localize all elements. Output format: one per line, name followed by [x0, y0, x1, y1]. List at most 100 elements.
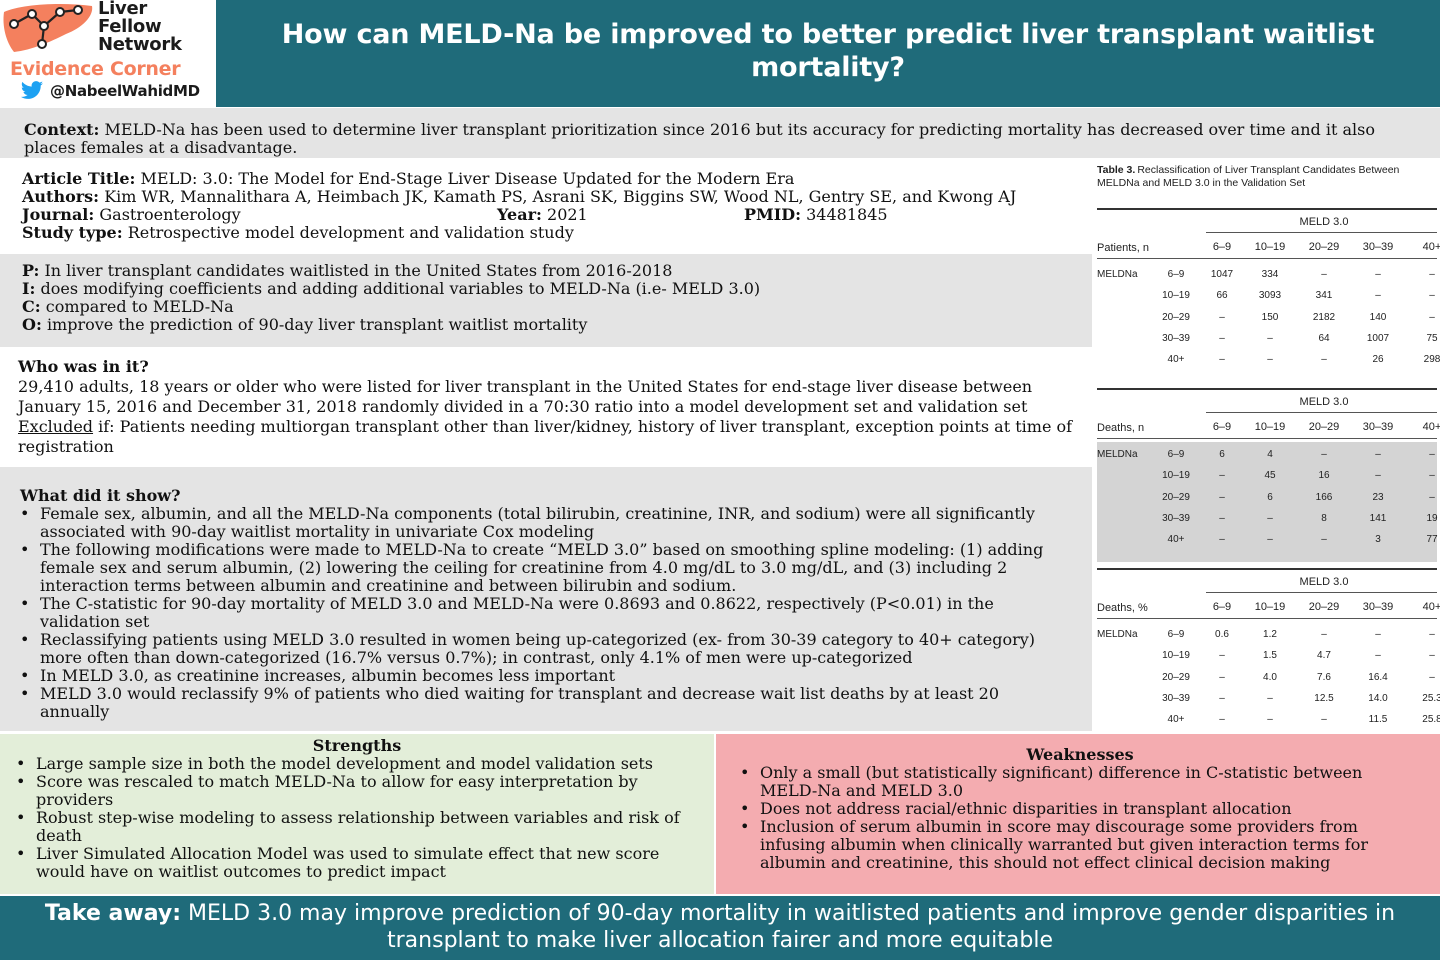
- table-caption-label: Table 3.: [1097, 164, 1136, 176]
- row-header: 20–29: [1162, 311, 1190, 323]
- row-header: 30–39: [1162, 692, 1190, 704]
- pico-section: P: In liver transplant candidates waitli…: [0, 254, 1092, 347]
- col-header: 10–19: [1254, 421, 1286, 433]
- weaknesses-list: Only a small (but statistically signific…: [740, 764, 1420, 872]
- table-cell: –: [1321, 714, 1327, 726]
- table-rule: [1097, 208, 1437, 210]
- table-cell: –: [1375, 470, 1381, 482]
- results-list: Female sex, albumin, and all the MELD-Na…: [20, 505, 1072, 721]
- table-cell: –: [1375, 650, 1381, 662]
- study-type-label: Study type:: [22, 223, 123, 242]
- table-cell: –: [1321, 629, 1327, 640]
- table-cell: –: [1429, 311, 1435, 323]
- table-cell: –: [1429, 491, 1435, 503]
- results-item: In MELD 3.0, as creatinine increases, al…: [20, 667, 1072, 686]
- table-cell: –: [1429, 290, 1435, 302]
- table-cell: –: [1219, 470, 1225, 482]
- table-cell: –: [1267, 332, 1273, 344]
- table-cell: 6: [1267, 491, 1273, 503]
- population-heading: Who was in it?: [18, 357, 149, 376]
- context-section: Context: MELD-Na has been used to determ…: [0, 108, 1440, 158]
- study-type-row: Study type: Retrospective model developm…: [22, 224, 1070, 242]
- table-rule: [1097, 258, 1437, 259]
- table-cell: –: [1219, 512, 1225, 524]
- row-header: 40+: [1167, 534, 1185, 546]
- table-cell: 14.0: [1368, 692, 1388, 704]
- pico-i: I: does modifying coefficients and addin…: [22, 280, 1070, 298]
- row-header: 40+: [1167, 354, 1185, 366]
- weaknesses-section: Weaknesses Only a small (but statistical…: [716, 734, 1440, 894]
- row-group-label: MELDNa: [1097, 629, 1138, 640]
- strength-item: Large sample size in both the model deve…: [16, 755, 698, 774]
- context-label: Context:: [24, 120, 100, 139]
- authors-label: Authors:: [22, 187, 100, 206]
- table-cell: 12.5: [1314, 692, 1334, 704]
- block-label: Deaths, n: [1097, 422, 1145, 434]
- results-item: Female sex, albumin, and all the MELD-Na…: [20, 505, 1072, 541]
- table-cell: –: [1429, 470, 1435, 482]
- table-cell: 23: [1372, 491, 1384, 503]
- col-header: 6–9: [1212, 421, 1232, 433]
- brand-line-2: Fellow: [98, 16, 162, 37]
- brand-line-1: Liver: [98, 0, 147, 19]
- results-item: Reclassifying patients using MELD 3.0 re…: [20, 631, 1072, 667]
- table-cell: 150: [1261, 311, 1279, 323]
- table-cell: 11.5: [1368, 714, 1388, 726]
- table-cell: –: [1321, 269, 1327, 280]
- row-header: 20–29: [1162, 491, 1190, 503]
- context-text: MELD-Na has been used to determine liver…: [24, 120, 1375, 157]
- table-cell: 66: [1216, 290, 1228, 302]
- table-cell: –: [1375, 449, 1381, 460]
- strengths-heading: Strengths: [312, 736, 402, 755]
- results-item: The following modifications were made to…: [20, 541, 1072, 595]
- pico-c-text: compared to MELD-Na: [45, 297, 234, 316]
- table-cell: –: [1267, 714, 1273, 726]
- article-title-row: Article Title: MELD: 3.0: The Model for …: [22, 170, 1070, 188]
- results-item: MELD 3.0 would reclassify 9% of patients…: [20, 685, 1072, 721]
- takeaway-label: Take away:: [44, 901, 182, 926]
- study-type: Retrospective model development and vali…: [127, 223, 574, 242]
- results-heading: What did it show?: [20, 486, 181, 505]
- table-cell: 166: [1315, 491, 1333, 503]
- table-cell: 1047: [1210, 269, 1234, 280]
- pmid: 34481845: [806, 205, 888, 224]
- results-item: The C-statistic for 90-day mortality of …: [20, 595, 1072, 631]
- block-label: Patients, n: [1097, 242, 1149, 254]
- journal-label: Journal:: [22, 205, 95, 224]
- pico-p-text: In liver transplant candidates waitliste…: [44, 261, 673, 280]
- row-group-label: MELDNa: [1097, 449, 1138, 460]
- table-cell: 1007: [1366, 332, 1390, 344]
- population-section: Who was in it? 29,410 adults, 18 years o…: [0, 349, 1092, 465]
- brand-box: Liver Fellow Network Evidence Corner @Na…: [0, 0, 216, 107]
- table-cell: –: [1219, 714, 1225, 726]
- journal-cell: Journal: Gastroenterology: [22, 206, 497, 224]
- authors-row: Authors: Kim WR, Mannalithara A, Heimbac…: [22, 188, 1070, 206]
- header-banner: Liver Fellow Network Evidence Corner @Na…: [0, 0, 1440, 107]
- table-cell: –: [1321, 449, 1327, 460]
- pico-c: C: compared to MELD-Na: [22, 298, 1070, 316]
- col-header: 20–29: [1308, 421, 1340, 433]
- table-cell: 1.5: [1263, 650, 1277, 662]
- table-shade: [1097, 442, 1437, 562]
- table-cell: –: [1429, 671, 1435, 683]
- table-rule: [1097, 388, 1437, 390]
- table-cell: 3: [1375, 534, 1381, 546]
- col-header: 40+: [1422, 421, 1440, 433]
- table-cell: –: [1429, 449, 1435, 460]
- table-cell: 64: [1318, 332, 1330, 344]
- table-cell: 16.4: [1368, 671, 1388, 683]
- strength-item: Liver Simulated Allocation Model was use…: [16, 845, 698, 881]
- table-cell: –: [1219, 534, 1225, 546]
- pico-o-text: improve the prediction of 90-day liver t…: [46, 315, 588, 334]
- weakness-item: Does not address racial/ethnic dispariti…: [740, 800, 1420, 819]
- brand-line-3: Network: [98, 34, 182, 55]
- journal: Gastroenterology: [94, 205, 241, 224]
- table-cell: –: [1375, 269, 1381, 280]
- exclusion-text: Excluded if: Patients needing multiorgan…: [18, 417, 1074, 457]
- twitter-handle[interactable]: @NabeelWahidMD: [20, 81, 200, 101]
- table-rule: [1097, 438, 1437, 439]
- col-group-label: MELD 3.0: [1299, 576, 1349, 588]
- col-header: 10–19: [1254, 601, 1286, 613]
- takeaway-banner: Take away: MELD 3.0 may improve predicti…: [0, 896, 1440, 960]
- authors: Kim WR, Mannalithara A, Heimbach JK, Kam…: [104, 187, 1017, 206]
